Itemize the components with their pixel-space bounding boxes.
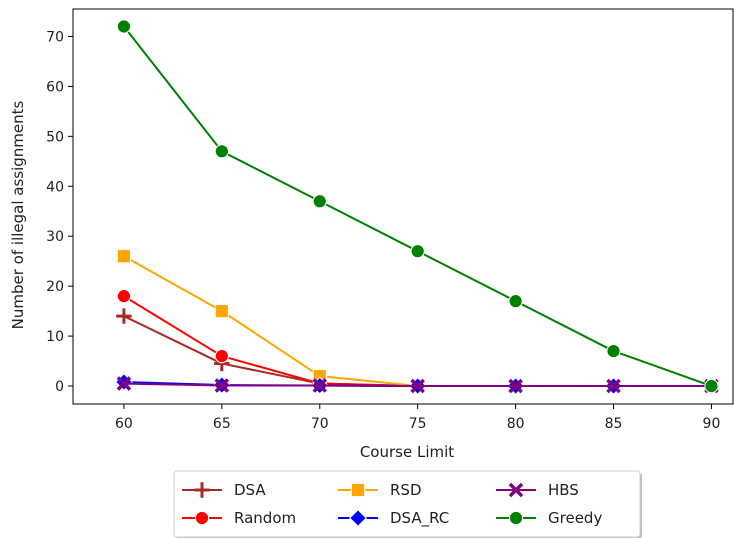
legend-label: RSD [390, 481, 422, 499]
legend-entry-dsa: DSA [182, 481, 266, 499]
x-tick-label: 90 [703, 416, 721, 432]
legend-label: HBS [548, 481, 579, 499]
y-tick-label: 70 [46, 29, 64, 45]
legend-marker [194, 510, 210, 526]
y-tick-label: 20 [46, 279, 64, 295]
plot-area [72, 8, 734, 405]
series-line [123, 255, 712, 388]
series-line [123, 295, 712, 388]
series-line [123, 25, 712, 387]
legend-marker [508, 510, 524, 526]
x-axis: 60 65 70 75 80 85 90 [115, 404, 720, 432]
data-point [116, 249, 132, 264]
legend-label: Random [234, 509, 296, 527]
y-axis-label: Number of illegal assignments [9, 100, 27, 329]
legend-marker [194, 482, 210, 498]
y-tick-label: 40 [46, 179, 64, 195]
x-tick-label: 65 [213, 416, 231, 432]
series-greedy [116, 19, 719, 394]
y-tick-label: 60 [46, 79, 64, 95]
y-tick-label: 10 [46, 329, 64, 345]
x-tick-label: 75 [409, 416, 427, 432]
data-point [116, 308, 132, 324]
legend-entry-greedy: Greedy [496, 509, 602, 527]
legend-entry-dsa-rc: DSA_RC [338, 509, 449, 528]
legend-entry-rsd: RSD [338, 481, 422, 499]
data-point [214, 144, 229, 159]
data-point [704, 378, 719, 394]
data-point [214, 348, 229, 364]
legend-marker [349, 509, 367, 527]
x-tick-label: 85 [605, 416, 623, 432]
y-tick-label: 0 [55, 379, 64, 395]
data-point [410, 244, 425, 259]
legend-marker [508, 482, 524, 498]
series-layer [114, 19, 721, 395]
x-tick-label: 80 [507, 416, 525, 432]
data-point [606, 378, 621, 394]
data-point [312, 194, 327, 209]
data-point [312, 378, 328, 393]
data-point [606, 343, 621, 359]
data-point [116, 376, 132, 391]
legend-marker [350, 482, 366, 498]
legend: DSA Random RSD DSA_RC HBS Greedy [173, 470, 642, 538]
legend-box [173, 470, 641, 538]
x-axis-label: Course Limit [360, 443, 454, 461]
y-tick-label: 50 [46, 129, 64, 145]
x-tick-label: 60 [115, 416, 133, 432]
y-axis: 0 10 20 30 40 50 60 70 [46, 29, 73, 395]
data-point [214, 304, 229, 319]
data-point [508, 378, 523, 394]
y-tick-label: 30 [46, 229, 64, 245]
data-point [116, 19, 132, 34]
series-rsd [116, 249, 719, 394]
legend-entry-hbs: HBS [496, 481, 579, 499]
x-tick-label: 70 [311, 416, 329, 432]
legend-label: DSA_RC [390, 509, 449, 528]
data-point [116, 289, 132, 304]
data-point [410, 378, 425, 394]
plot-frame [72, 8, 734, 405]
legend-label: Greedy [548, 509, 602, 527]
legend-entry-random: Random [182, 509, 296, 527]
legend-label: DSA [234, 481, 266, 499]
data-point [214, 378, 230, 393]
data-point [508, 294, 523, 309]
